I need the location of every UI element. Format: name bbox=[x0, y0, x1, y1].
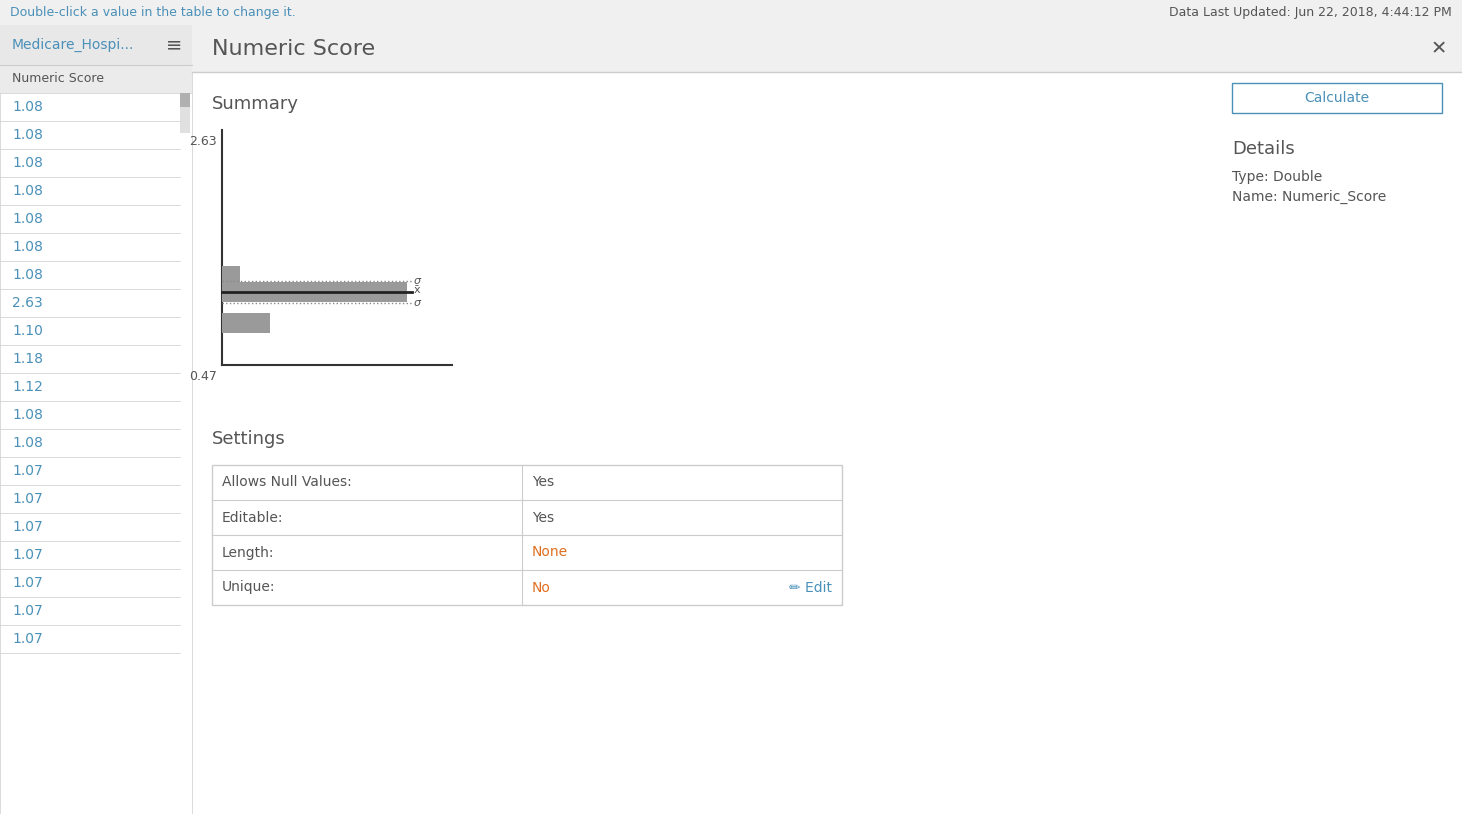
Text: No: No bbox=[532, 580, 551, 594]
Text: 1.08: 1.08 bbox=[12, 184, 42, 198]
Text: 1.07: 1.07 bbox=[12, 520, 42, 534]
Text: 1.18: 1.18 bbox=[12, 352, 42, 366]
Text: 1.08: 1.08 bbox=[12, 156, 42, 170]
Text: 1.07: 1.07 bbox=[12, 604, 42, 618]
Text: 1.08: 1.08 bbox=[12, 128, 42, 142]
Text: 1.07: 1.07 bbox=[12, 548, 42, 562]
Text: Calculate: Calculate bbox=[1304, 91, 1370, 105]
Text: Yes: Yes bbox=[532, 475, 554, 489]
Bar bbox=[222, 313, 270, 333]
Text: Medicare_Hospi...: Medicare_Hospi... bbox=[12, 38, 135, 52]
Text: σ: σ bbox=[414, 276, 421, 286]
Text: 0.47: 0.47 bbox=[189, 370, 216, 383]
Text: 1.08: 1.08 bbox=[12, 436, 42, 450]
Text: ✏ Edit: ✏ Edit bbox=[789, 580, 832, 594]
Bar bbox=[212, 465, 842, 605]
Text: 1.08: 1.08 bbox=[12, 408, 42, 422]
Text: 1.12: 1.12 bbox=[12, 380, 42, 394]
Bar bbox=[192, 25, 1462, 72]
Bar bbox=[222, 266, 240, 284]
Text: Details: Details bbox=[1232, 140, 1295, 158]
Text: 1.08: 1.08 bbox=[12, 240, 42, 254]
Text: 1.08: 1.08 bbox=[12, 268, 42, 282]
Text: 1.07: 1.07 bbox=[12, 464, 42, 478]
Bar bbox=[222, 282, 406, 302]
Text: Name: Numeric_Score: Name: Numeric_Score bbox=[1232, 190, 1386, 204]
Text: 2.63: 2.63 bbox=[12, 296, 42, 310]
Text: 1.07: 1.07 bbox=[12, 492, 42, 506]
Bar bbox=[0, 25, 192, 65]
Text: Numeric Score: Numeric Score bbox=[12, 72, 104, 85]
Text: Settings: Settings bbox=[212, 430, 285, 448]
Text: ✕: ✕ bbox=[1431, 40, 1447, 59]
Text: Yes: Yes bbox=[532, 510, 554, 524]
Bar bbox=[0, 25, 192, 814]
Bar bbox=[180, 93, 190, 107]
Bar bbox=[1232, 83, 1442, 113]
Text: ≡: ≡ bbox=[165, 36, 181, 55]
Text: 1.08: 1.08 bbox=[12, 100, 42, 114]
Text: Data Last Updated: Jun 22, 2018, 4:44:12 PM: Data Last Updated: Jun 22, 2018, 4:44:12… bbox=[1170, 6, 1452, 19]
Text: None: None bbox=[532, 545, 569, 559]
Text: Type: Double: Type: Double bbox=[1232, 170, 1322, 184]
Text: Allows Null Values:: Allows Null Values: bbox=[222, 475, 352, 489]
Bar bbox=[180, 93, 190, 133]
Text: x̄: x̄ bbox=[414, 285, 421, 295]
Text: 1.07: 1.07 bbox=[12, 632, 42, 646]
Text: Unique:: Unique: bbox=[222, 580, 275, 594]
Text: 1.08: 1.08 bbox=[12, 212, 42, 226]
Text: σ: σ bbox=[414, 298, 421, 308]
Text: Summary: Summary bbox=[212, 95, 300, 113]
Text: Numeric Score: Numeric Score bbox=[212, 39, 376, 59]
Text: 1.10: 1.10 bbox=[12, 324, 42, 338]
Text: Double-click a value in the table to change it.: Double-click a value in the table to cha… bbox=[10, 6, 295, 19]
Bar bbox=[0, 0, 1462, 25]
Text: 2.63: 2.63 bbox=[190, 135, 216, 148]
Text: Length:: Length: bbox=[222, 545, 275, 559]
Text: 1.07: 1.07 bbox=[12, 576, 42, 590]
Bar bbox=[0, 65, 192, 93]
Text: Editable:: Editable: bbox=[222, 510, 284, 524]
